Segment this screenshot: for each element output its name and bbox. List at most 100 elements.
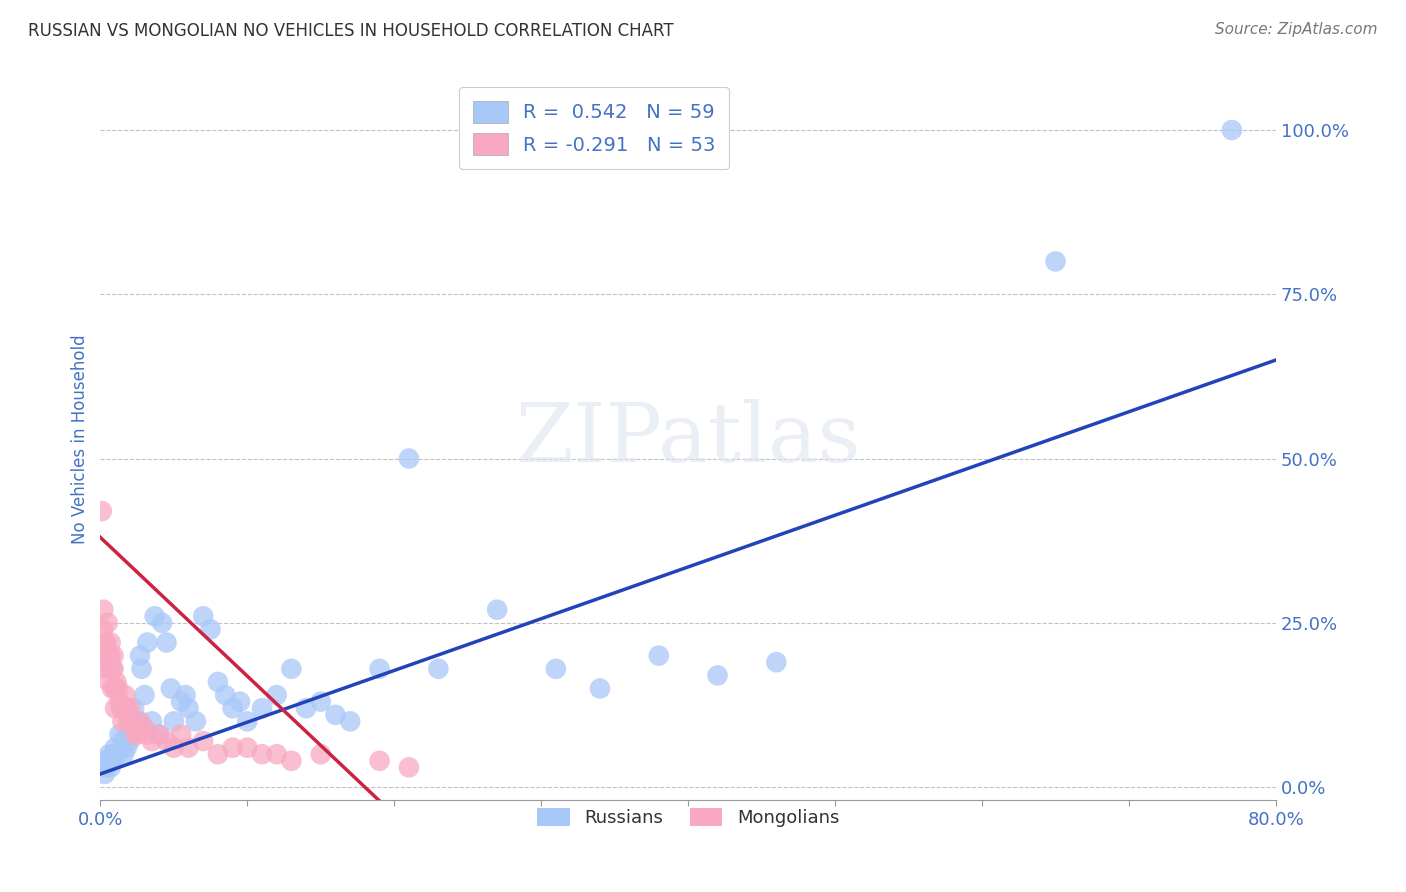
Point: [110, 701, 132, 715]
Point: [107, 681, 129, 696]
Point: [177, 701, 200, 715]
Point: [280, 662, 302, 676]
Y-axis label: No Vehicles in Household: No Vehicles in Household: [72, 334, 89, 543]
Point: [236, 740, 259, 755]
Point: [115, 740, 138, 755]
Point: [98, 662, 121, 676]
Point: [266, 747, 288, 762]
Point: [134, 721, 156, 735]
Point: [98, 747, 121, 762]
Point: [100, 648, 122, 663]
Point: [91, 623, 114, 637]
Point: [122, 701, 145, 715]
Point: [193, 734, 215, 748]
Point: [117, 727, 139, 741]
Point: [309, 695, 332, 709]
Point: [120, 714, 142, 729]
Point: [1045, 254, 1067, 268]
Point: [98, 675, 121, 690]
Point: [114, 688, 136, 702]
Point: [111, 714, 134, 729]
Point: [141, 734, 163, 748]
Point: [91, 754, 114, 768]
Legend: Russians, Mongolians: Russians, Mongolians: [530, 801, 846, 835]
Point: [250, 701, 273, 715]
Text: Source: ZipAtlas.com: Source: ZipAtlas.com: [1215, 22, 1378, 37]
Point: [100, 760, 122, 774]
Point: [101, 681, 124, 696]
Point: [155, 635, 177, 649]
Point: [134, 688, 156, 702]
Point: [368, 662, 391, 676]
Point: [107, 747, 129, 762]
Point: [129, 714, 152, 729]
Point: [229, 695, 252, 709]
Point: [121, 714, 143, 729]
Point: [236, 714, 259, 729]
Point: [97, 615, 120, 630]
Point: [136, 635, 159, 649]
Point: [103, 648, 125, 663]
Point: [141, 714, 163, 729]
Point: [486, 602, 509, 616]
Point: [108, 695, 131, 709]
Point: [589, 681, 612, 696]
Point: [136, 727, 159, 741]
Point: [221, 701, 243, 715]
Point: [280, 754, 302, 768]
Point: [163, 740, 186, 755]
Point: [96, 635, 118, 649]
Point: [207, 675, 229, 690]
Point: [104, 681, 127, 696]
Point: [97, 648, 120, 663]
Point: [143, 609, 166, 624]
Point: [544, 662, 567, 676]
Point: [90, 504, 112, 518]
Point: [104, 701, 127, 715]
Point: [129, 648, 152, 663]
Point: [160, 681, 183, 696]
Point: [200, 623, 222, 637]
Point: [368, 754, 391, 768]
Point: [122, 721, 145, 735]
Point: [91, 602, 114, 616]
Point: [309, 747, 332, 762]
Point: [266, 688, 288, 702]
Point: [103, 747, 125, 762]
Point: [112, 701, 135, 715]
Point: [94, 767, 117, 781]
Point: [131, 662, 153, 676]
Text: ZIPatlas: ZIPatlas: [516, 399, 860, 479]
Point: [207, 747, 229, 762]
Point: [148, 727, 170, 741]
Point: [221, 740, 243, 755]
Point: [94, 635, 117, 649]
Point: [118, 734, 141, 748]
Point: [163, 714, 186, 729]
Point: [96, 760, 118, 774]
Point: [111, 734, 134, 748]
Point: [121, 714, 143, 729]
Point: [648, 648, 671, 663]
Point: [148, 727, 170, 741]
Point: [398, 451, 420, 466]
Point: [103, 662, 125, 676]
Point: [193, 609, 215, 624]
Point: [124, 727, 146, 741]
Point: [174, 688, 197, 702]
Point: [97, 754, 120, 768]
Point: [108, 727, 131, 741]
Point: [1220, 123, 1243, 137]
Point: [100, 635, 122, 649]
Point: [101, 662, 124, 676]
Point: [170, 695, 193, 709]
Point: [127, 727, 149, 741]
Point: [117, 714, 139, 729]
Point: [295, 701, 318, 715]
Point: [104, 740, 127, 755]
Point: [250, 747, 273, 762]
Point: [112, 747, 135, 762]
Text: RUSSIAN VS MONGOLIAN NO VEHICLES IN HOUSEHOLD CORRELATION CHART: RUSSIAN VS MONGOLIAN NO VEHICLES IN HOUS…: [28, 22, 673, 40]
Point: [170, 727, 193, 741]
Point: [118, 701, 141, 715]
